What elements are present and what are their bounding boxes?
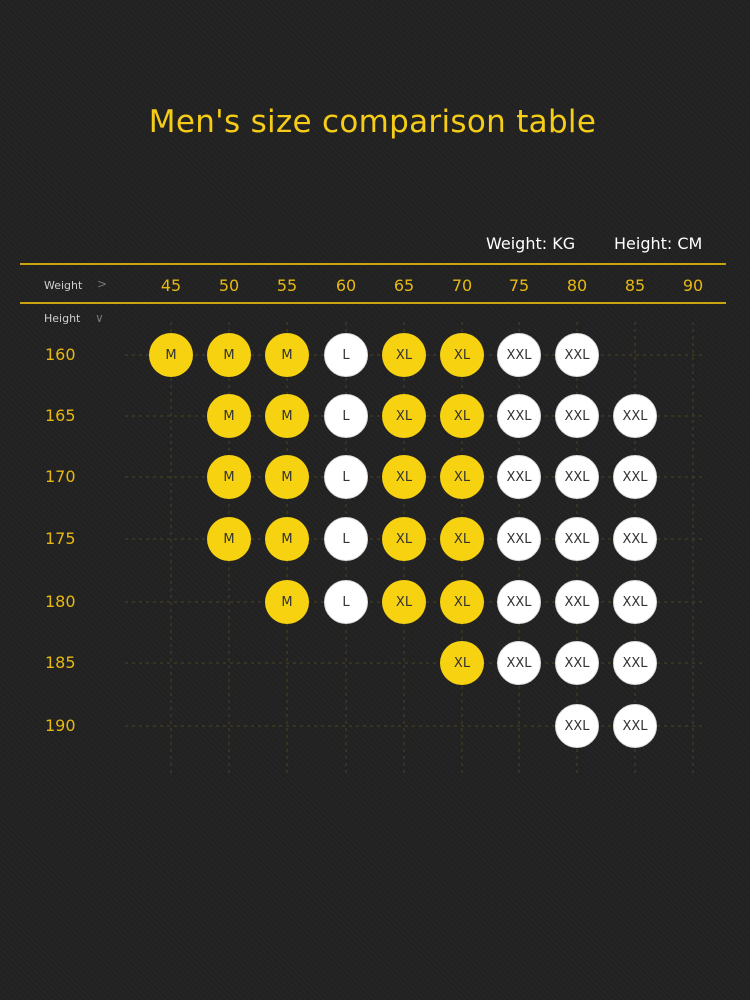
size-badge-xl: XL (440, 455, 484, 499)
size-badge-xxl: XXL (497, 580, 541, 624)
height-row-header: 190 (45, 716, 76, 735)
size-badge-xxl: XXL (497, 641, 541, 685)
height-row-header: 175 (45, 529, 76, 548)
size-badge-xl: XL (440, 333, 484, 377)
size-badge-m: M (149, 333, 193, 377)
height-row-header: 160 (45, 345, 76, 364)
size-badge-xl: XL (382, 333, 426, 377)
weight-column-header: 65 (393, 276, 415, 295)
size-badge-xxl: XXL (613, 704, 657, 748)
size-badge-m: M (207, 333, 251, 377)
size-badge-xxl: XXL (555, 455, 599, 499)
size-badge-xl: XL (440, 517, 484, 561)
header-bottom-rule (20, 302, 726, 304)
weight-column-header: 85 (624, 276, 646, 295)
height-row-header: 180 (45, 592, 76, 611)
size-badge-xxl: XXL (613, 517, 657, 561)
chevron-right-icon: > (97, 277, 108, 291)
size-badge-xl: XL (440, 641, 484, 685)
weight-column-header: 60 (335, 276, 357, 295)
height-row-header: 185 (45, 653, 76, 672)
size-badge-xxl: XXL (613, 641, 657, 685)
weight-column-header: 75 (508, 276, 530, 295)
weight-column-header: 80 (566, 276, 588, 295)
size-badge-xl: XL (382, 517, 426, 561)
size-badge-l: L (324, 580, 368, 624)
size-badge-l: L (324, 333, 368, 377)
size-badge-xxl: XXL (613, 455, 657, 499)
weight-column-header: 70 (451, 276, 473, 295)
page-title: Men's size comparison table (148, 104, 597, 140)
size-badge-m: M (265, 455, 309, 499)
size-badge-l: L (324, 455, 368, 499)
weight-axis-label: Weight (44, 279, 83, 292)
size-badge-xxl: XXL (555, 333, 599, 377)
size-badge-xxl: XXL (555, 580, 599, 624)
height-row-header: 165 (45, 406, 76, 425)
size-badge-xxl: XXL (555, 394, 599, 438)
size-badge-m: M (207, 517, 251, 561)
weight-column-header: 45 (160, 276, 182, 295)
chevron-down-icon: ∨ (95, 311, 104, 325)
size-badge-xxl: XXL (497, 455, 541, 499)
size-badge-xxl: XXL (555, 704, 599, 748)
size-badge-xxl: XXL (497, 333, 541, 377)
size-badge-m: M (265, 333, 309, 377)
height-unit-label: Height: CM (614, 234, 703, 253)
size-badge-xl: XL (382, 455, 426, 499)
height-row-header: 170 (45, 467, 76, 486)
size-badge-xl: XL (382, 580, 426, 624)
size-badge-l: L (324, 394, 368, 438)
size-badge-xl: XL (382, 394, 426, 438)
size-badge-xxl: XXL (555, 641, 599, 685)
size-badge-xl: XL (440, 580, 484, 624)
size-badge-l: L (324, 517, 368, 561)
size-badge-xxl: XXL (497, 394, 541, 438)
size-badge-xxl: XXL (497, 517, 541, 561)
size-badge-m: M (207, 455, 251, 499)
size-badge-m: M (265, 394, 309, 438)
size-badge-xl: XL (440, 394, 484, 438)
weight-column-header: 50 (218, 276, 240, 295)
size-badge-m: M (265, 517, 309, 561)
size-badge-xxl: XXL (555, 517, 599, 561)
weight-column-header: 55 (276, 276, 298, 295)
height-axis-label: Height (44, 312, 81, 325)
weight-unit-label: Weight: KG (486, 234, 576, 253)
size-badge-m: M (207, 394, 251, 438)
size-badge-m: M (265, 580, 309, 624)
header-top-rule (20, 263, 726, 265)
size-badge-xxl: XXL (613, 394, 657, 438)
weight-column-header: 90 (682, 276, 704, 295)
size-badge-xxl: XXL (613, 580, 657, 624)
